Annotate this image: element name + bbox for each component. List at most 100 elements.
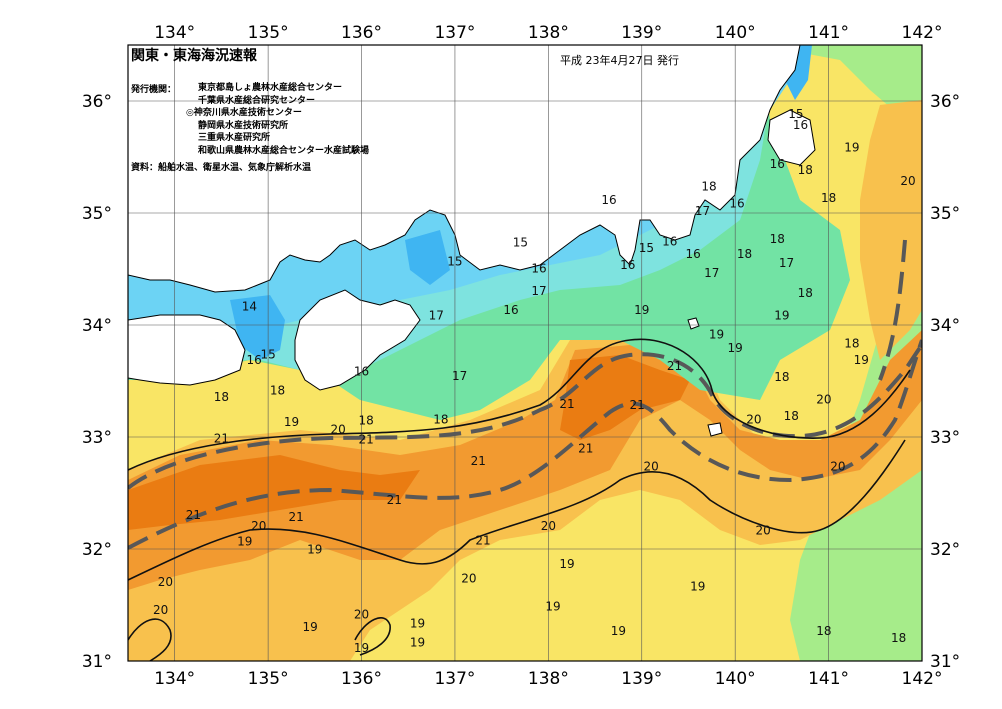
temperature-label: 18: [701, 180, 716, 194]
temperature-label: 17: [704, 266, 719, 280]
temperature-label: 16: [531, 261, 546, 275]
contour-20-southwest: [128, 618, 172, 661]
temperature-label: 16: [503, 303, 518, 317]
latitude-label: 33°: [930, 428, 960, 448]
longitude-label: 139°: [621, 669, 662, 689]
temperature-label: 18: [270, 383, 285, 397]
land-izu-oshima: [687, 317, 700, 330]
temperature-label: 21: [578, 442, 593, 456]
longitude-label: 136°: [341, 669, 382, 689]
temperature-label: 20: [830, 460, 845, 474]
zone-22-core: [560, 355, 690, 440]
temperature-label: 16: [686, 247, 701, 261]
longitude-label: 134°: [154, 669, 195, 689]
issuers-label: 発行機関：: [131, 85, 177, 95]
temperature-label: 17: [452, 369, 467, 383]
longitude-label: 137°: [434, 23, 475, 43]
latitude-label: 33°: [82, 428, 112, 448]
dmz-front-east: [878, 239, 907, 381]
temperature-label: 18: [737, 247, 752, 261]
temperature-label: 19: [237, 535, 252, 549]
temperature-label: 19: [284, 415, 299, 429]
longitude-label: 134°: [154, 23, 195, 43]
latitude-label: 34°: [82, 316, 112, 336]
zone-22-core-west: [128, 455, 420, 530]
issuer: 静岡県水産技術研究所: [198, 120, 289, 131]
temperature-label: 20: [331, 423, 346, 437]
temperature-label: 15: [513, 236, 528, 250]
temperature-label: 16: [662, 234, 677, 248]
land-shikoku: [128, 314, 246, 386]
temperature-label: 20: [158, 575, 173, 589]
temperature-label: 19: [854, 353, 869, 367]
temperature-label: 17: [695, 204, 710, 218]
zone-20-kuroshio-east: [860, 100, 922, 360]
temperature-label: 20: [251, 519, 266, 533]
temperature-label: 18: [770, 232, 785, 246]
temperature-label: 19: [559, 557, 574, 571]
temperature-label: 18: [214, 390, 229, 404]
axis-tick-labels: 134° 134° 135° 135° 136° 136° 137° 137° 138° 138°…: [82, 23, 960, 689]
temperature-label: 16: [354, 364, 369, 378]
temperature-label: 19: [410, 635, 425, 649]
temperature-label: 18: [433, 413, 448, 427]
temperature-label: 16: [246, 353, 261, 367]
zone-14-ise-bay: [405, 230, 450, 285]
temperature-label: 19: [774, 308, 789, 322]
longitude-label: 135°: [248, 669, 289, 689]
temperature-label: 21: [214, 432, 229, 446]
temperature-label: 21: [559, 397, 574, 411]
contour-20-north: [128, 338, 911, 471]
temperature-label: 17: [531, 284, 546, 298]
longitude-label: 142°: [902, 669, 943, 689]
longitude-label: 139°: [621, 23, 662, 43]
temperature-label: 21: [289, 510, 304, 524]
temperature-label: 20: [541, 519, 556, 533]
temperature-label: 18: [821, 191, 836, 205]
latitude-label: 35°: [82, 204, 112, 224]
temperature-label: 16: [770, 157, 785, 171]
latitude-label: 32°: [930, 540, 960, 560]
latitude-label: 34°: [930, 316, 960, 336]
temperature-label: 18: [784, 409, 799, 423]
latitude-label: 31°: [82, 652, 112, 672]
temperature-label: 17: [779, 256, 794, 270]
temperature-label: 19: [545, 600, 560, 614]
longitude-label: 138°: [528, 23, 569, 43]
temperature-label: 21: [186, 508, 201, 522]
temperature-label: 20: [816, 392, 831, 406]
issuer: 東京都島しょ農林水産総合センター: [198, 83, 343, 93]
land-hachijojima: [707, 422, 723, 437]
issue-date: 平成 23年4月27日 発行: [560, 54, 679, 67]
temperature-label: 18: [774, 370, 789, 384]
temperature-label: 19: [728, 341, 743, 355]
latitude-label: 36°: [930, 92, 960, 112]
temperature-label: 19: [634, 303, 649, 317]
land-boso-peninsula: [767, 109, 816, 166]
temperature-label: 19: [307, 542, 322, 556]
temperature-label: 15: [788, 107, 803, 121]
temperature-label: 15: [260, 348, 275, 362]
temperature-label: 20: [746, 413, 761, 427]
contour-20-south-loop: [354, 617, 391, 656]
temperature-label: 21: [471, 454, 486, 468]
temperature-label: 19: [611, 624, 626, 638]
temperature-label: 16: [729, 196, 744, 210]
longitude-label: 135°: [248, 23, 289, 43]
longitude-label: 141°: [808, 23, 849, 43]
temperature-label: 18: [816, 624, 831, 638]
longitude-label: 140°: [715, 23, 756, 43]
contour-20-south: [128, 439, 906, 581]
temperature-label: 21: [359, 433, 374, 447]
longitude-label: 138°: [528, 669, 569, 689]
kuroshio-axis-north: [128, 343, 922, 490]
temperature-label: 18: [844, 336, 859, 350]
temperature-label: 19: [354, 641, 369, 655]
temperature-label: 16: [793, 118, 808, 132]
temperature-label: 20: [643, 460, 658, 474]
temperature-label: 16: [601, 193, 616, 207]
temperature-label: 21: [667, 359, 682, 373]
longitude-label: 137°: [434, 669, 475, 689]
